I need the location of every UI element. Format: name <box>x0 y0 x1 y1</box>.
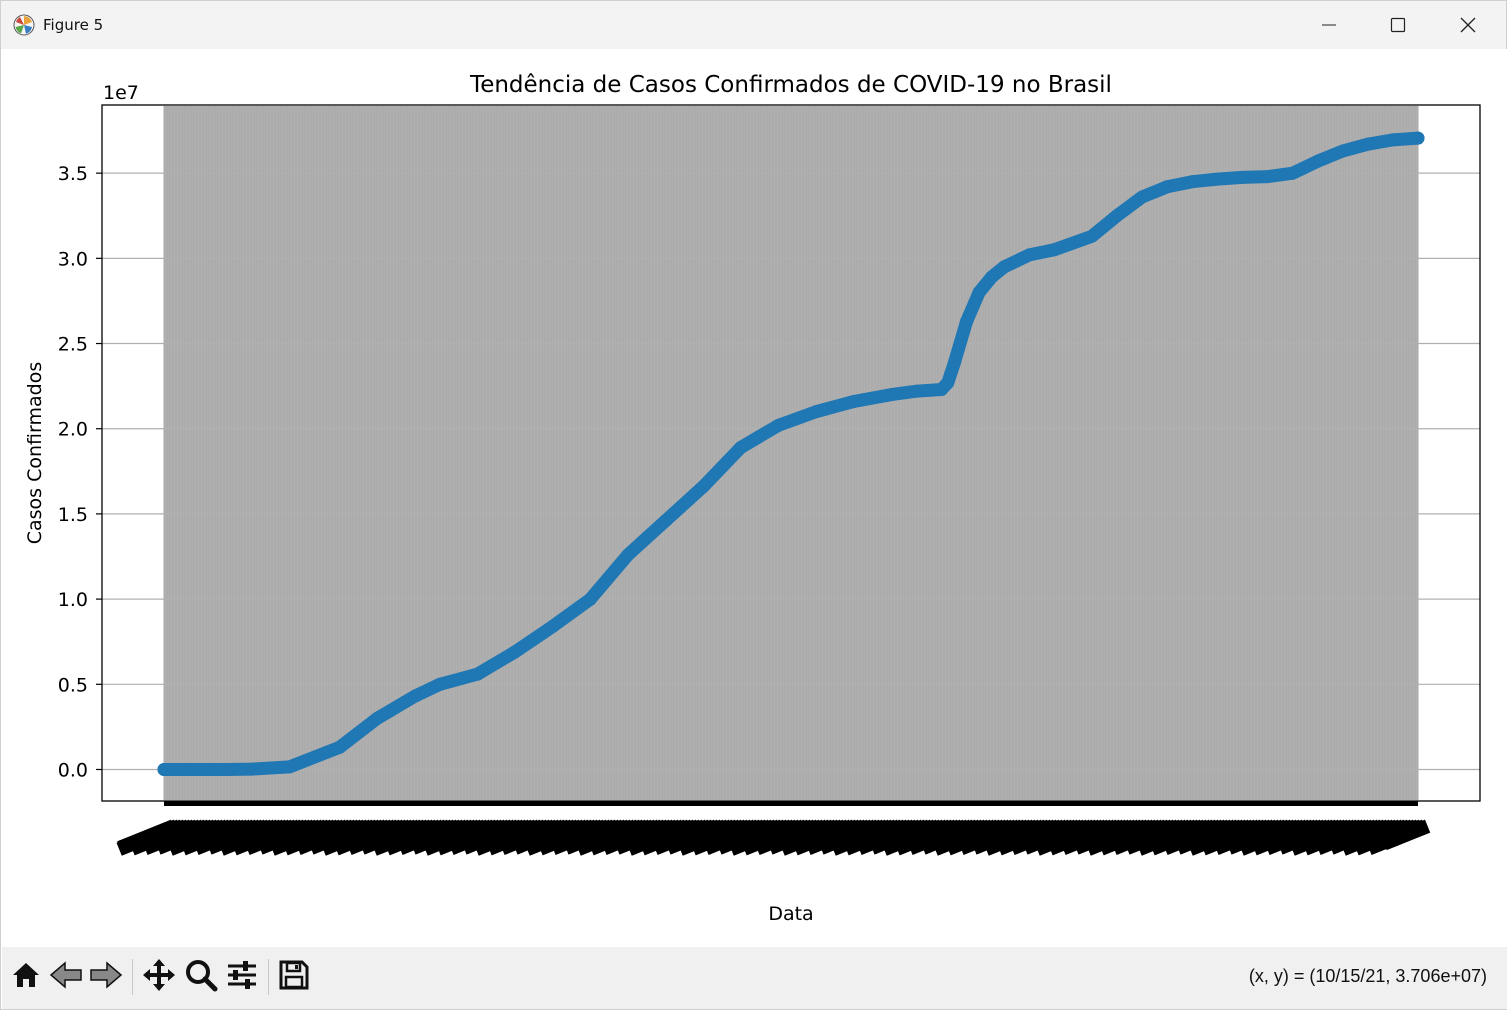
data-point <box>960 314 974 328</box>
data-point <box>1286 166 1300 180</box>
y-tick-label: 1.0 <box>58 589 88 611</box>
data-point <box>433 677 447 691</box>
data-point <box>220 763 234 776</box>
data-point <box>772 418 785 432</box>
close-button[interactable] <box>1433 1 1503 49</box>
navigation-toolbar: (x, y) = (10/15/21, 3.706e+07) <box>2 947 1507 1009</box>
data-point <box>621 548 635 562</box>
y-tick-label: 3.0 <box>58 248 88 270</box>
data-point <box>1047 243 1061 257</box>
configure-subplots-icon <box>225 959 259 995</box>
data-point <box>408 689 422 703</box>
home-button[interactable] <box>6 955 46 999</box>
x-tick-band <box>163 106 1419 806</box>
minimize-button[interactable] <box>1294 1 1364 49</box>
pan-button[interactable] <box>139 955 179 999</box>
back-icon <box>49 959 83 995</box>
close-icon <box>1460 17 1476 33</box>
toolbar-separator <box>268 959 269 995</box>
zoom-icon <box>184 958 218 996</box>
save-icon <box>278 959 310 995</box>
x-axis-label: Data <box>768 903 813 925</box>
data-point <box>157 763 171 776</box>
series-layer <box>157 131 1425 776</box>
data-point <box>1411 131 1425 145</box>
y-tick-label: 0.5 <box>58 674 88 696</box>
y-tick-label: 3.5 <box>58 163 88 185</box>
data-point <box>1361 137 1375 151</box>
data-point <box>471 667 484 681</box>
save-button[interactable] <box>274 955 314 999</box>
toolbar-separator <box>132 959 133 995</box>
pan-icon <box>142 958 176 996</box>
x-tick-marks <box>164 801 1418 806</box>
back-button[interactable] <box>46 955 86 999</box>
configure-subplots-button[interactable] <box>222 955 262 999</box>
data-point <box>1022 248 1036 262</box>
window-title: Figure 5 <box>43 16 104 34</box>
data-point <box>941 376 955 390</box>
minimize-icon <box>1321 17 1337 33</box>
data-point <box>1185 175 1199 189</box>
data-point <box>546 619 560 633</box>
data-point <box>997 260 1011 274</box>
data-point <box>985 270 999 284</box>
forward-icon <box>89 959 123 995</box>
data-point <box>1336 144 1350 158</box>
data-point <box>734 441 748 454</box>
title-bar[interactable]: Figure 5 <box>1 1 1506 49</box>
cursor-coordinates: (x, y) = (10/15/21, 3.706e+07) <box>1248 966 1487 986</box>
data-point <box>1160 180 1174 194</box>
y-grid <box>102 172 1480 771</box>
figure-canvas[interactable]: Tendência de Casos Confirmados de COVID-… <box>2 49 1507 947</box>
data-point <box>333 740 347 754</box>
data-point <box>1386 133 1400 147</box>
y-tick-label: 2.5 <box>58 334 88 356</box>
x-tick-labels <box>116 819 1431 856</box>
y-tick-label: 1.5 <box>58 504 88 526</box>
data-point <box>1135 190 1149 204</box>
maximize-button[interactable] <box>1363 1 1433 49</box>
chart-title: Tendência de Casos Confirmados de COVID-… <box>469 72 1112 98</box>
maximize-icon <box>1390 17 1406 33</box>
x-tick-label <box>1381 819 1431 851</box>
data-point <box>1085 229 1099 243</box>
data-point <box>1311 154 1325 168</box>
data-point <box>972 285 986 299</box>
y-axis-label: Casos Confirmados <box>24 362 46 545</box>
data-point <box>282 760 296 774</box>
line-chart: Tendência de Casos Confirmados de COVID-… <box>24 72 1481 925</box>
y-tick-label: 2.0 <box>58 419 88 441</box>
data-point <box>1235 170 1249 184</box>
plot-frame <box>101 104 1481 802</box>
y-tick-label: 0.0 <box>58 759 88 781</box>
zoom-button[interactable] <box>181 955 221 999</box>
home-icon <box>10 959 42 995</box>
data-point <box>909 384 923 398</box>
data-point <box>583 592 597 606</box>
data-point <box>508 645 522 659</box>
data-point <box>370 711 384 725</box>
data-point <box>947 357 961 371</box>
data-point <box>809 405 823 419</box>
matplotlib-icon <box>13 14 35 36</box>
data-point <box>245 762 259 776</box>
data-point <box>696 480 710 494</box>
y-offset-label: 1e7 <box>103 82 139 104</box>
data-point <box>847 395 861 408</box>
data-point <box>1261 170 1274 184</box>
data-point <box>884 388 898 402</box>
data-point <box>659 514 673 528</box>
data-point <box>1110 209 1124 223</box>
y-axis: 0.0 0.5 1.0 1.5 2.0 2.5 3.0 3.5 <box>58 163 102 781</box>
data-point <box>1210 172 1224 186</box>
forward-button[interactable] <box>86 955 126 999</box>
